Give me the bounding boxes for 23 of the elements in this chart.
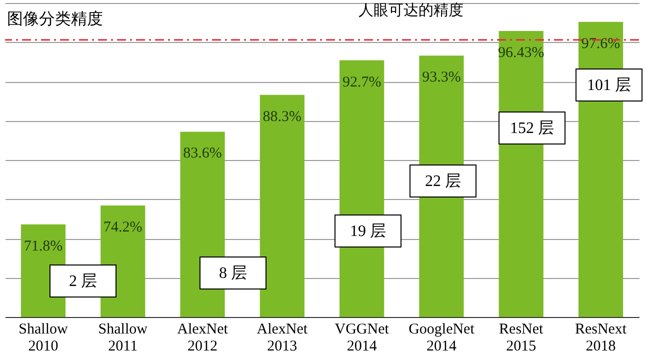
data-label: 88.3% [262, 108, 302, 125]
annotation: 19 层 [350, 223, 386, 240]
data-label: 93.3% [422, 70, 461, 86]
x-tick-label: GoogleNet 2014 [408, 322, 476, 354]
x-tick-label: ResNext 2018 [574, 322, 628, 354]
ref-line-label: 人眼可达的精度 [358, 0, 464, 19]
x-tick-label: Shallow 2011 [98, 322, 148, 354]
data-label: 83.6% [183, 146, 222, 162]
annotation: 101 层 [587, 77, 631, 94]
x-tick-label: ResNet 2015 [499, 322, 544, 354]
x-tick-label: AlexNet 2012 [177, 322, 229, 354]
annotation: 8 层 [219, 265, 247, 282]
chart-title: 图像分类精度 [7, 9, 103, 28]
data-label: 71.8% [24, 238, 63, 254]
annotation: 2 层 [69, 273, 97, 290]
annotation: 152 层 [510, 120, 554, 137]
x-tick-label: Shallow 2010 [18, 322, 68, 354]
data-label: 92.7% [342, 74, 382, 90]
data-label: 97.6% [581, 36, 620, 52]
data-label: 74.2% [104, 220, 142, 236]
annotation: 22 层 [425, 173, 461, 190]
x-tick-label: AlexNet 2013 [256, 322, 308, 354]
x-tick-label: VGGNet 2014 [334, 322, 390, 354]
